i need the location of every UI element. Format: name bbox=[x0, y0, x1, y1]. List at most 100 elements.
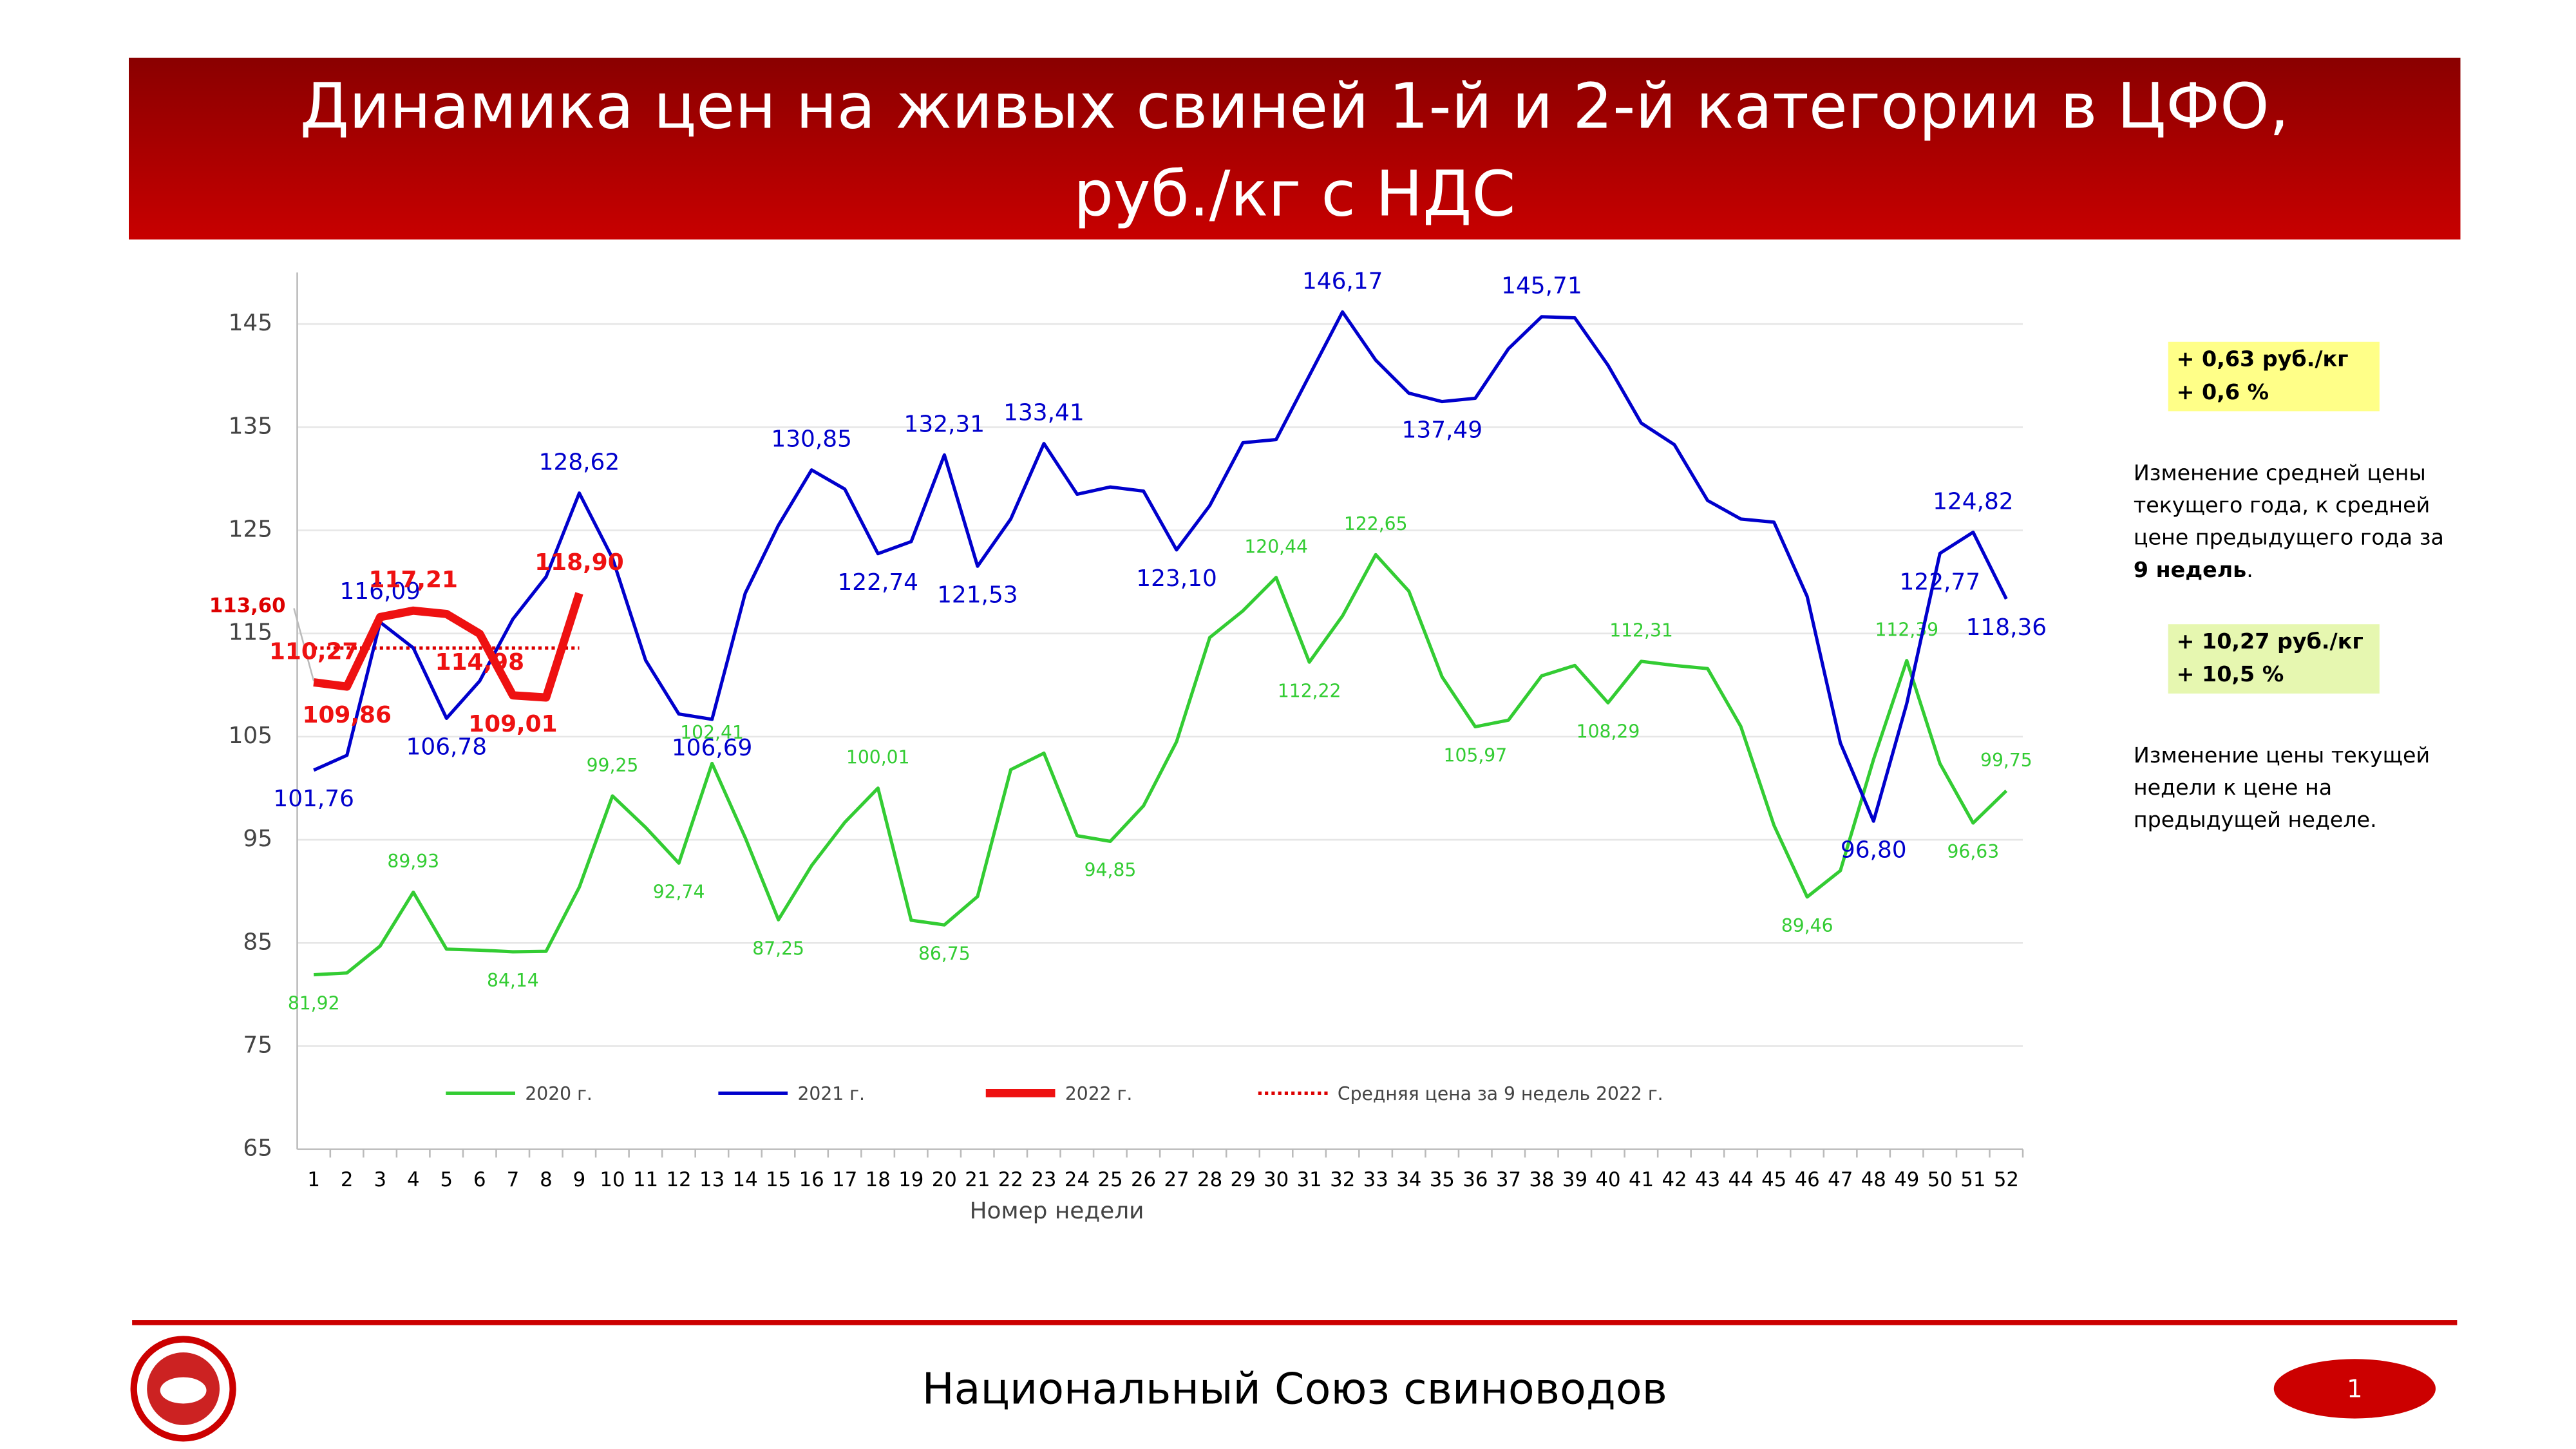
page-number: 1 bbox=[2347, 1374, 2362, 1403]
data-label: 118,36 bbox=[1966, 614, 2047, 641]
x-tick-label: 19 bbox=[898, 1168, 923, 1191]
x-tick-label: 16 bbox=[799, 1168, 824, 1191]
annotation-text: Изменение средней цены bbox=[2134, 460, 2426, 485]
y-tick-label: 75 bbox=[243, 1032, 272, 1058]
x-tick-label: 30 bbox=[1264, 1168, 1289, 1191]
annotation-box-text: + 0,63 руб./кг bbox=[2176, 346, 2348, 371]
leader-line bbox=[293, 608, 315, 681]
data-label: 133,41 bbox=[1003, 400, 1084, 426]
data-label: 101,76 bbox=[273, 786, 354, 812]
data-label: 114,98 bbox=[435, 649, 524, 676]
title-bar bbox=[129, 57, 2461, 240]
x-tick-label: 34 bbox=[1396, 1168, 1421, 1191]
data-label: 108,29 bbox=[1577, 721, 1640, 742]
y-tick-label: 125 bbox=[229, 516, 272, 543]
x-tick-label: 17 bbox=[832, 1168, 857, 1191]
x-tick-label: 12 bbox=[666, 1168, 691, 1191]
x-tick-label: 29 bbox=[1231, 1168, 1256, 1191]
data-label: 130,85 bbox=[771, 426, 852, 453]
annotation-box bbox=[2168, 341, 2380, 412]
series-line bbox=[314, 553, 2008, 977]
y-tick-label: 85 bbox=[243, 929, 272, 955]
data-label: 106,69 bbox=[672, 735, 753, 761]
x-tick-label: 40 bbox=[1595, 1168, 1620, 1191]
data-label: 122,74 bbox=[837, 569, 918, 596]
data-label: 112,31 bbox=[1609, 620, 1673, 641]
x-tick-label: 39 bbox=[1562, 1168, 1587, 1191]
data-label: 122,77 bbox=[1900, 569, 1981, 595]
x-tick-label: 8 bbox=[540, 1168, 553, 1191]
legend-label: 2022 г. bbox=[1065, 1083, 1132, 1104]
series-line bbox=[313, 592, 583, 702]
data-label: 112,22 bbox=[1278, 680, 1341, 701]
annotation-text: 9 недель. bbox=[2134, 556, 2253, 582]
annotation-text: цене предыдущего года за bbox=[2134, 524, 2444, 549]
annotation-text: текущего года, к средней bbox=[2134, 492, 2430, 517]
x-tick-label: 14 bbox=[733, 1168, 758, 1191]
x-tick-label: 22 bbox=[998, 1168, 1023, 1191]
x-tick-label: 1 bbox=[307, 1168, 320, 1191]
legend-label: 2021 г. bbox=[797, 1083, 864, 1104]
data-label: 118,90 bbox=[535, 549, 623, 576]
x-tick-label: 24 bbox=[1065, 1168, 1090, 1191]
x-tick-label: 26 bbox=[1131, 1168, 1156, 1191]
x-tick-label: 25 bbox=[1097, 1168, 1122, 1191]
annotation-text: недели к цене на bbox=[2134, 775, 2332, 800]
data-label: 96,80 bbox=[1841, 837, 1907, 863]
x-tick-label: 49 bbox=[1894, 1168, 1919, 1191]
y-tick-label: 145 bbox=[229, 310, 272, 336]
x-tick-label: 51 bbox=[1960, 1168, 1985, 1191]
annotation-box-text: + 10,5 % bbox=[2176, 661, 2284, 687]
x-tick-label: 35 bbox=[1430, 1168, 1455, 1191]
data-label: 145,71 bbox=[1501, 273, 1582, 299]
title: руб./кг с НДС bbox=[1074, 158, 1515, 231]
x-tick-label: 5 bbox=[440, 1168, 453, 1191]
data-label: 123,10 bbox=[1136, 565, 1217, 592]
x-tick-label: 4 bbox=[407, 1168, 420, 1191]
data-label: 99,25 bbox=[587, 755, 639, 776]
data-label: 137,49 bbox=[1402, 417, 1483, 444]
data-label: 86,75 bbox=[918, 943, 971, 964]
x-tick-label: 10 bbox=[600, 1168, 625, 1191]
data-label: 109,86 bbox=[302, 702, 391, 728]
data-label: 120,44 bbox=[1244, 536, 1308, 557]
x-tick-label: 45 bbox=[1761, 1168, 1786, 1191]
x-tick-label: 18 bbox=[866, 1168, 891, 1191]
series-line bbox=[313, 310, 2008, 823]
data-label: 121,53 bbox=[937, 582, 1018, 608]
annotation-box-text: + 0,6 % bbox=[2176, 379, 2269, 404]
x-tick-label: 48 bbox=[1861, 1168, 1886, 1191]
legend-label: 2020 г. bbox=[525, 1083, 592, 1104]
y-tick-label: 105 bbox=[229, 723, 272, 749]
data-label: 100,01 bbox=[846, 747, 910, 768]
x-tick-label: 36 bbox=[1463, 1168, 1488, 1191]
x-tick-label: 23 bbox=[1031, 1168, 1056, 1191]
footer-text: Национальный Союз свиноводов bbox=[922, 1364, 1667, 1414]
data-label: 92,74 bbox=[653, 881, 705, 902]
x-tick-label: 42 bbox=[1662, 1168, 1687, 1191]
data-label: 106,78 bbox=[406, 734, 488, 761]
x-tick-label: 31 bbox=[1297, 1168, 1322, 1191]
data-label: 96,63 bbox=[1947, 841, 1999, 862]
data-label: 84,14 bbox=[487, 970, 539, 991]
data-label: 110,27 bbox=[269, 638, 358, 665]
annotation-tail: . bbox=[2246, 556, 2253, 582]
data-label: 99,75 bbox=[1980, 750, 2032, 771]
average-label: 113,60 bbox=[209, 594, 286, 618]
annotation-bold: 9 недель bbox=[2134, 556, 2246, 582]
x-tick-label: 27 bbox=[1164, 1168, 1189, 1191]
x-tick-label: 21 bbox=[965, 1168, 990, 1191]
x-tick-label: 33 bbox=[1363, 1168, 1388, 1191]
y-tick-label: 135 bbox=[229, 413, 272, 439]
x-tick-label: 37 bbox=[1496, 1168, 1521, 1191]
data-label: 89,93 bbox=[387, 851, 439, 872]
x-tick-label: 47 bbox=[1828, 1168, 1853, 1191]
y-tick-label: 115 bbox=[229, 620, 272, 646]
data-label: 94,85 bbox=[1084, 860, 1137, 881]
x-tick-label: 43 bbox=[1695, 1168, 1720, 1191]
x-tick-label: 50 bbox=[1927, 1168, 1953, 1191]
annotation-box-text: + 10,27 руб./кг bbox=[2176, 629, 2363, 654]
x-tick-label: 7 bbox=[507, 1168, 520, 1191]
data-label: 102,41 bbox=[680, 722, 744, 743]
